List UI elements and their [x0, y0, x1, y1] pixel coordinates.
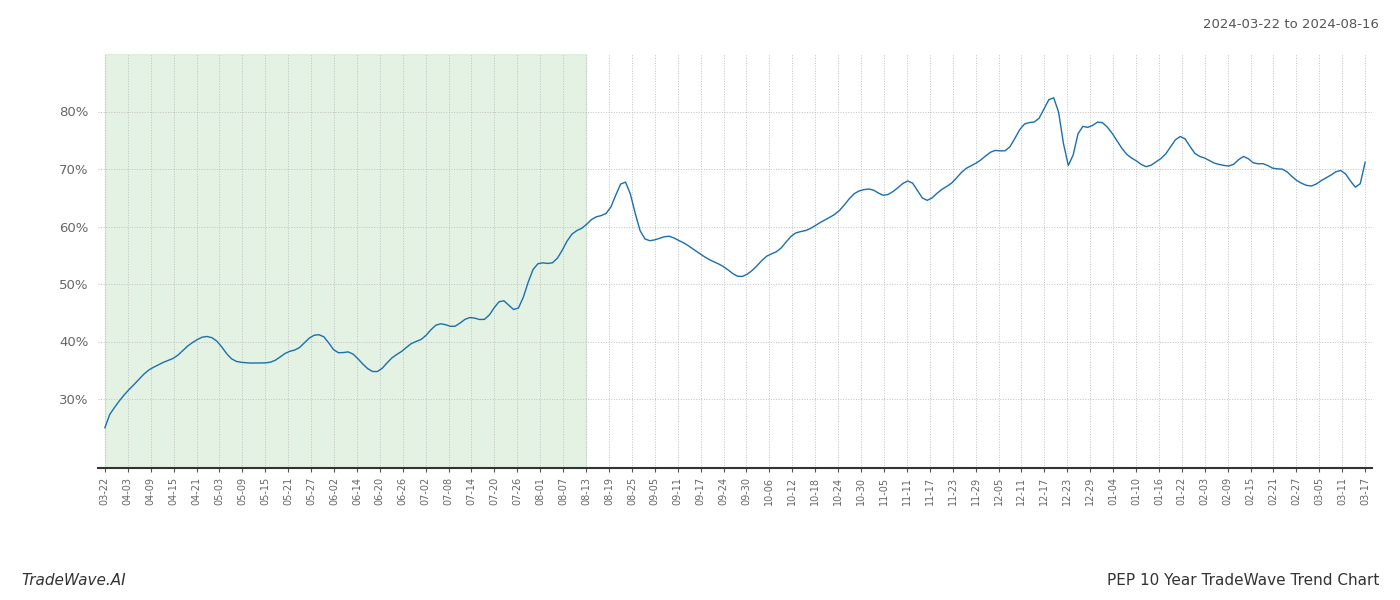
- Text: PEP 10 Year TradeWave Trend Chart: PEP 10 Year TradeWave Trend Chart: [1106, 573, 1379, 588]
- Text: TradeWave.AI: TradeWave.AI: [21, 573, 126, 588]
- Bar: [105, 54, 587, 468]
- Text: 2024-03-22 to 2024-08-16: 2024-03-22 to 2024-08-16: [1203, 18, 1379, 31]
